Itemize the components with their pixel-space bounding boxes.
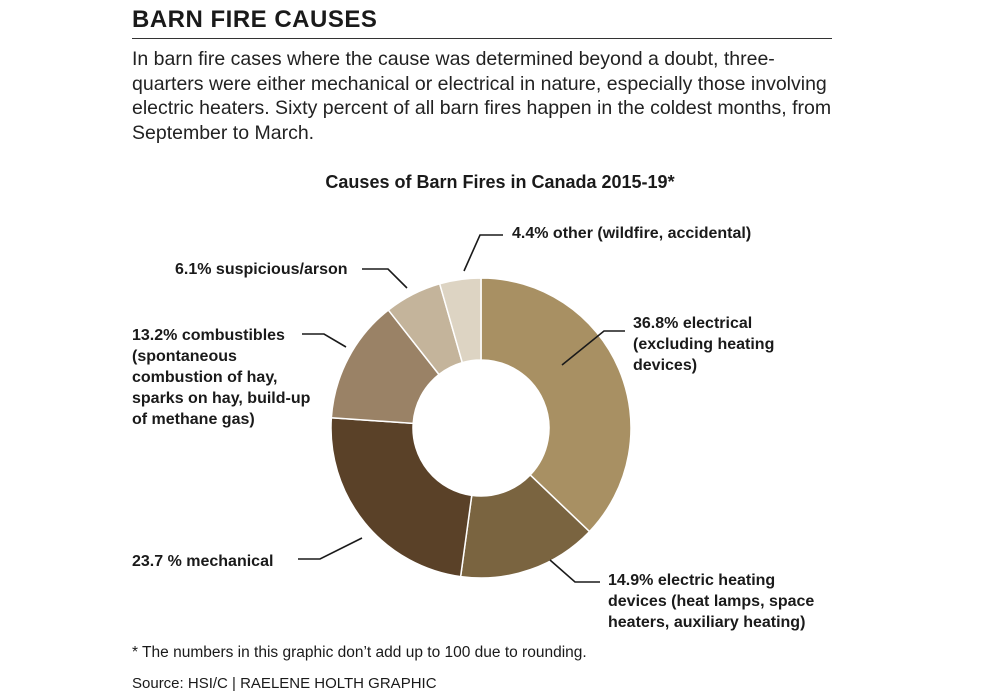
leader-line (561, 330, 625, 366)
slice-label-line: combustion of hay, (132, 369, 278, 386)
title-divider (132, 38, 832, 39)
slice-label: 14.9% electric heating devices (heat lamp… (608, 570, 814, 633)
source-credit: Source: HSI/C | RAELENE HOLTH GRAPHIC (132, 675, 437, 692)
slice-label-line: 13.2% combustibles (132, 327, 285, 344)
slice-label-line: 4.4% other (wildfire, accidental) (512, 225, 752, 242)
slice-label-line: (spontaneous (132, 348, 237, 365)
intro-paragraph: In barn fire cases where the cause was d… (132, 48, 832, 144)
slice-label-line: 36.8% electrical (633, 315, 753, 332)
leader-line (362, 268, 408, 289)
slice-label: 23.7 % mechanical (132, 551, 273, 572)
leader-line (302, 333, 347, 348)
slice-label: 4.4% other (wildfire, accidental) (512, 223, 751, 244)
slice-label-line: 23.7 % mechanical (132, 553, 274, 570)
slice-label-line: heaters, auxiliary heating) (608, 614, 806, 631)
donut-slice (480, 277, 632, 533)
footnote: * The numbers in this graphic don’t add … (132, 644, 587, 661)
chart-title: Causes of Barn Fires in Canada 2015-19* (325, 172, 675, 192)
slice-label: 36.8% electrical (excluding heating device… (633, 313, 774, 376)
slice-label-line: of methane gas) (132, 411, 255, 428)
slice-label-line: devices (heat lamps, space (608, 593, 815, 610)
leader-line (463, 234, 503, 272)
slice-label: 13.2% combustibles (spontaneous combustion… (132, 325, 310, 430)
leader-line (549, 559, 600, 583)
slice-label-line: (excluding heating (633, 336, 775, 353)
slice-label-line: 14.9% electric heating (608, 572, 776, 589)
donut-slice (330, 416, 473, 578)
donut-slice (438, 277, 482, 364)
slice-label: 6.1% suspicious/arson (175, 259, 348, 280)
leader-line (298, 537, 363, 560)
slice-label-line: 6.1% suspicious/arson (175, 261, 348, 278)
slice-label-line: devices) (633, 357, 698, 374)
page-title: BARN FIRE CAUSES (132, 6, 378, 33)
slice-label-line: sparks on hay, build-up (132, 390, 311, 407)
